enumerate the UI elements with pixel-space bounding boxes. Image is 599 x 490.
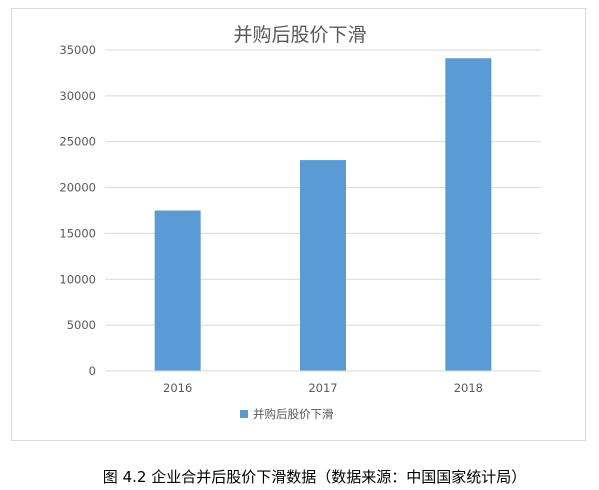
bar-chart: 并购后股价下滑 0 5000 10000 15000 20000 25000 30000 35…	[59, 24, 541, 421]
y-tick-label: 20000	[59, 181, 96, 195]
legend: 并购后股价下滑	[240, 407, 334, 421]
y-tick-label: 35000	[59, 43, 96, 57]
bar-2016	[154, 210, 201, 371]
y-tick-label: 25000	[59, 135, 96, 149]
x-tick-label: 2018	[454, 381, 483, 395]
bars	[154, 58, 492, 372]
legend-label: 并购后股价下滑	[253, 407, 334, 421]
y-tick-label: 0	[89, 364, 96, 378]
legend-swatch	[240, 410, 248, 418]
x-tick-label: 2016	[163, 381, 192, 395]
bar-2018	[445, 58, 492, 372]
y-tick-label: 30000	[59, 89, 96, 103]
y-axis-ticks: 0 5000 10000 15000 20000 25000 30000 35000	[59, 43, 96, 378]
x-axis-ticks: 2016 2017 2018	[163, 381, 483, 395]
x-tick-label: 2017	[308, 381, 337, 395]
bar-2017	[300, 160, 346, 371]
y-tick-label: 5000	[67, 318, 96, 332]
y-tick-label: 15000	[59, 226, 96, 240]
chart-title: 并购后股价下滑	[233, 24, 366, 46]
y-tick-label: 10000	[59, 272, 96, 286]
figure-caption: 图 4.2 企业合并后股价下滑数据（数据来源：中国国家统计局）	[102, 468, 527, 486]
